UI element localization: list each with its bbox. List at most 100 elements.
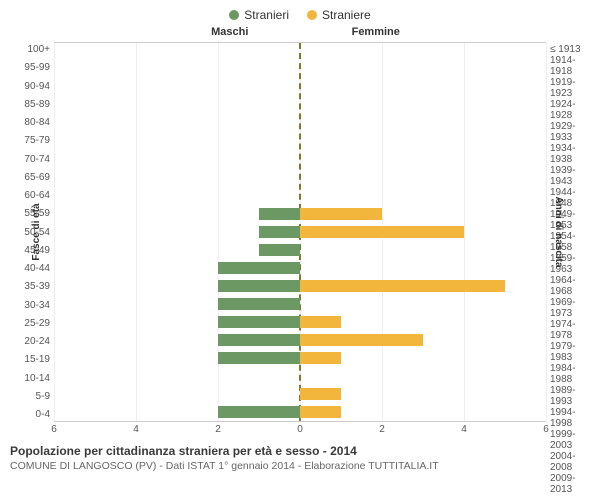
y-left-tick: 0-4 [10,409,50,420]
legend-item-male: Stranieri [229,8,289,22]
y-axis-left-label: Fasce di età [31,203,42,260]
bar-row [54,151,546,169]
bar-female [300,406,341,418]
legend: Stranieri Straniere [10,8,590,22]
x-tick: 6 [51,424,57,435]
bar-row [54,169,546,187]
bars-zone [54,42,546,422]
bar-row [54,223,546,241]
bar-row [54,187,546,205]
y-right-tick: 1984-1988 [550,363,590,385]
bar-row [54,349,546,367]
bar-female [300,208,382,220]
population-pyramid-chart: Stranieri Straniere Maschi Femmine Fasce… [0,0,600,500]
bar-male [218,352,300,364]
bar-row [54,331,546,349]
bar-male [218,280,300,292]
y-left-tick: 55-59 [10,208,50,219]
bar-row [54,79,546,97]
y-right-tick: 1969-1973 [550,297,590,319]
bar-male [218,334,300,346]
bar-row [54,403,546,421]
bar-male [218,262,300,274]
bar-row [54,205,546,223]
column-header-left: Maschi [211,26,248,38]
y-left-tick: 25-29 [10,318,50,329]
y-left-tick: 95-99 [10,62,50,73]
y-left-tick: 5-9 [10,391,50,402]
y-left-tick: 35-39 [10,281,50,292]
y-left-tick: 50-54 [10,227,50,238]
bar-row [54,133,546,151]
bar-row [54,295,546,313]
x-tick: 4 [133,424,139,435]
bar-female [300,316,341,328]
bar-row [54,277,546,295]
y-left-tick: 80-84 [10,117,50,128]
bar-male [259,226,300,238]
bar-row [54,43,546,61]
legend-item-female: Straniere [307,8,371,22]
y-right-tick: 1929-1933 [550,121,590,143]
y-left-tick: 60-64 [10,190,50,201]
bar-male [218,316,300,328]
bar-row [54,259,546,277]
legend-swatch-female [307,10,317,20]
y-left-tick: 10-14 [10,373,50,384]
y-left-tick: 30-34 [10,300,50,311]
bar-female [300,226,464,238]
bar-female [300,352,341,364]
bar-row [54,313,546,331]
y-left-tick: 65-69 [10,172,50,183]
y-left-tick: 20-24 [10,336,50,347]
y-left-tick: 100+ [10,44,50,55]
y-left-tick: 90-94 [10,81,50,92]
y-right-tick: 1974-1978 [550,319,590,341]
y-right-tick: 1989-1993 [550,385,590,407]
x-axis: 6 4 2 0 2 4 6 [10,424,590,438]
bar-row [54,385,546,403]
x-tick: 0 [297,424,303,435]
column-headers: Maschi Femmine [10,26,590,42]
x-tick: 2 [379,424,385,435]
y-left-tick: 45-49 [10,245,50,256]
legend-label-female: Straniere [322,8,371,22]
x-tick: 4 [461,424,467,435]
y-left-tick: 85-89 [10,99,50,110]
x-tick: 2 [215,424,221,435]
bar-row [54,241,546,259]
y-right-tick: 1964-1968 [550,275,590,297]
y-right-tick: 2009-2013 [550,473,590,495]
legend-swatch-male [229,10,239,20]
y-left-tick: 75-79 [10,135,50,146]
y-right-tick: 1919-1923 [550,77,590,99]
bar-row [54,97,546,115]
y-right-tick: 1924-1928 [550,99,590,121]
bar-row [54,115,546,133]
bar-female [300,334,423,346]
column-header-right: Femmine [352,26,400,38]
y-right-tick: 1914-1918 [550,55,590,77]
y-right-tick: 1979-1983 [550,341,590,363]
y-right-tick: 1939-1943 [550,165,590,187]
y-left-tick: 15-19 [10,354,50,365]
caption-title: Popolazione per cittadinanza straniera p… [10,444,590,458]
y-right-tick: 1934-1938 [550,143,590,165]
y-left-tick: 40-44 [10,263,50,274]
x-ticks: 6 4 2 0 2 4 6 [54,424,546,438]
x-tick: 6 [543,424,549,435]
gridline [546,43,547,421]
bar-female [300,280,505,292]
bar-row [54,61,546,79]
y-right-tick: ≤ 1913 [550,44,590,55]
bar-male [259,244,300,256]
bar-male [259,208,300,220]
caption: Popolazione per cittadinanza straniera p… [10,444,590,472]
caption-source: COMUNE DI LANGOSCO (PV) - Dati ISTAT 1° … [10,460,590,472]
plot-area: Fasce di età Anni di nascita 100+95-9990… [10,42,590,422]
bar-male [218,406,300,418]
bar-male [218,298,300,310]
bar-female [300,388,341,400]
legend-label-male: Stranieri [244,8,289,22]
bar-row [54,367,546,385]
